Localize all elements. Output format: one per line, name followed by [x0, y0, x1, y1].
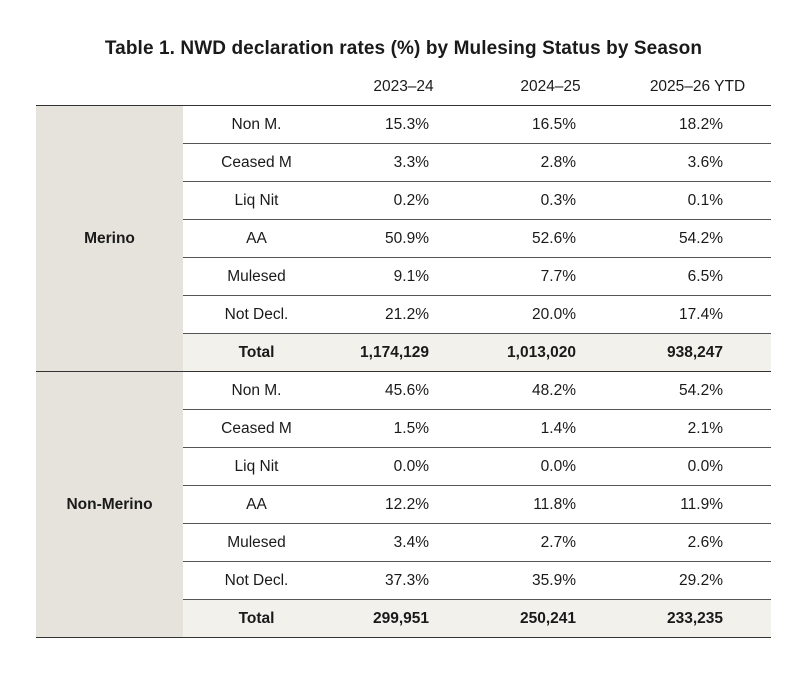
value-cell: 3.3%	[330, 143, 477, 182]
table-row: Mulesed 3.4% 2.7% 2.6%	[36, 523, 771, 562]
header-row: 2023–24 2024–25 2025–26 YTD	[36, 68, 771, 106]
value-cell: 1.4%	[477, 409, 624, 448]
table-row: AA 50.9% 52.6% 54.2%	[36, 219, 771, 258]
status-cell: Not Decl.	[183, 561, 330, 600]
total-value: 299,951	[330, 599, 477, 638]
status-cell: Liq Nit	[183, 181, 330, 220]
header-blank-cell	[36, 68, 183, 106]
value-cell: 0.0%	[330, 447, 477, 486]
total-value: 233,235	[624, 599, 771, 638]
table-row: Ceased M 1.5% 1.4% 2.1%	[36, 409, 771, 448]
value-cell: 12.2%	[330, 485, 477, 524]
value-cell: 52.6%	[477, 219, 624, 258]
total-value: 1,174,129	[330, 333, 477, 372]
value-cell: 2.6%	[624, 523, 771, 562]
value-cell: 0.3%	[477, 181, 624, 220]
status-cell: Liq Nit	[183, 447, 330, 486]
column-header: 2025–26 YTD	[624, 68, 771, 106]
value-cell: 3.6%	[624, 143, 771, 182]
value-cell: 0.2%	[330, 181, 477, 220]
table-row: Liq Nit 0.2% 0.3% 0.1%	[36, 181, 771, 220]
nwd-rates-table: 2023–24 2024–25 2025–26 YTD Merino Non M…	[36, 68, 771, 638]
value-cell: 50.9%	[330, 219, 477, 258]
table-row: Ceased M 3.3% 2.8% 3.6%	[36, 143, 771, 182]
status-cell: Non M.	[183, 371, 330, 410]
table-row: Merino Non M. 15.3% 16.5% 18.2%	[36, 105, 771, 372]
status-cell: Ceased M	[183, 409, 330, 448]
value-cell: 7.7%	[477, 257, 624, 296]
table-row: Mulesed 9.1% 7.7% 6.5%	[36, 257, 771, 296]
value-cell: 11.9%	[624, 485, 771, 524]
total-label: Total	[183, 333, 330, 372]
value-cell: 3.4%	[330, 523, 477, 562]
status-cell: Ceased M	[183, 143, 330, 182]
value-cell: 0.0%	[624, 447, 771, 486]
total-label: Total	[183, 599, 330, 638]
value-cell: 2.7%	[477, 523, 624, 562]
value-cell: 37.3%	[330, 561, 477, 600]
value-cell: 48.2%	[477, 371, 624, 410]
table-row: Liq Nit 0.0% 0.0% 0.0%	[36, 447, 771, 486]
value-cell: 0.1%	[624, 181, 771, 220]
value-cell: 54.2%	[624, 371, 771, 410]
value-cell: 1.5%	[330, 409, 477, 448]
status-cell: Non M.	[183, 105, 330, 144]
value-cell: 35.9%	[477, 561, 624, 600]
value-cell: 21.2%	[330, 295, 477, 334]
status-cell: Not Decl.	[183, 295, 330, 334]
total-value: 1,013,020	[477, 333, 624, 372]
status-cell: AA	[183, 485, 330, 524]
table-row: Not Decl. 21.2% 20.0% 17.4%	[36, 295, 771, 334]
table-row: Non-Merino Non M. 45.6% 48.2% 54.2%	[36, 371, 771, 638]
header-blank-cell	[183, 68, 330, 106]
value-cell: 0.0%	[477, 447, 624, 486]
value-cell: 29.2%	[624, 561, 771, 600]
table-title: Table 1. NWD declaration rates (%) by Mu…	[104, 38, 703, 59]
total-row: Total 299,951 250,241 233,235	[36, 599, 771, 638]
status-cell: AA	[183, 219, 330, 258]
value-cell: 15.3%	[330, 105, 477, 144]
group-label-merino: Merino	[36, 105, 183, 372]
value-cell: 20.0%	[477, 295, 624, 334]
value-cell: 16.5%	[477, 105, 624, 144]
total-value: 938,247	[624, 333, 771, 372]
column-header: 2023–24	[330, 68, 477, 106]
status-cell: Mulesed	[183, 257, 330, 296]
value-cell: 2.8%	[477, 143, 624, 182]
table-row: Not Decl. 37.3% 35.9% 29.2%	[36, 561, 771, 600]
table-row: AA 12.2% 11.8% 11.9%	[36, 485, 771, 524]
group-label-non-merino: Non-Merino	[36, 371, 183, 638]
total-value: 250,241	[477, 599, 624, 638]
value-cell: 18.2%	[624, 105, 771, 144]
value-cell: 45.6%	[330, 371, 477, 410]
value-cell: 9.1%	[330, 257, 477, 296]
column-header: 2024–25	[477, 68, 624, 106]
value-cell: 2.1%	[624, 409, 771, 448]
value-cell: 17.4%	[624, 295, 771, 334]
value-cell: 11.8%	[477, 485, 624, 524]
value-cell: 54.2%	[624, 219, 771, 258]
status-cell: Mulesed	[183, 523, 330, 562]
total-row: Total 1,174,129 1,013,020 938,247	[36, 333, 771, 372]
value-cell: 6.5%	[624, 257, 771, 296]
